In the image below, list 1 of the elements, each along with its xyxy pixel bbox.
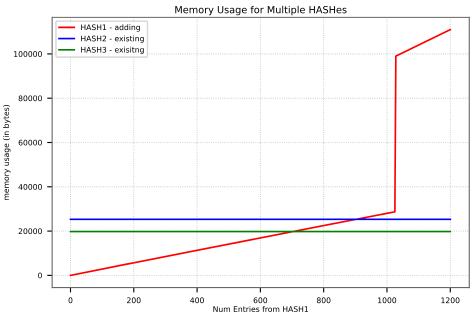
chart-title: Memory Usage for Multiple HASHes bbox=[175, 6, 347, 16]
